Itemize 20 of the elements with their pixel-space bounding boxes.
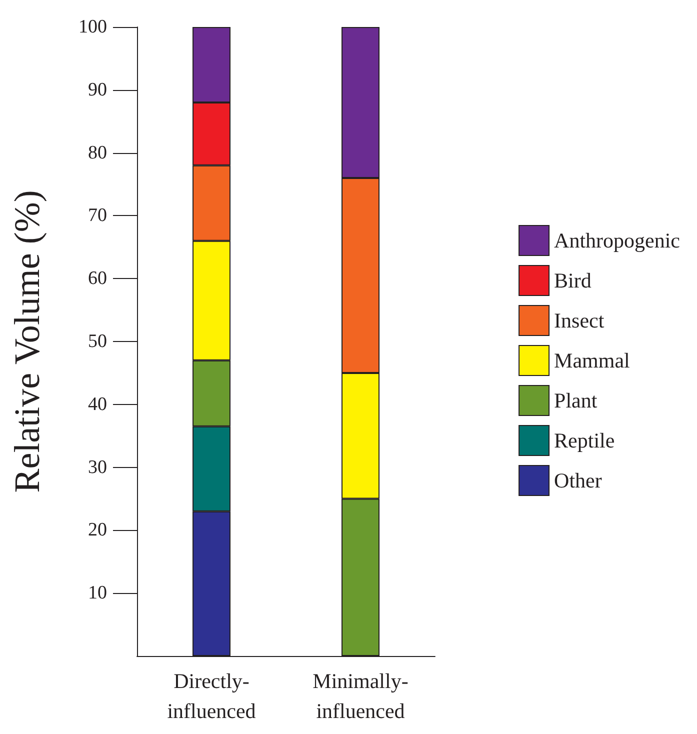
y-tick-label: 30 [88,456,107,478]
x-tick-label: Minimally-influenced [312,669,408,723]
y-tick-label: 70 [88,205,107,226]
y-axis-title: Relative Volume (%) [7,190,47,493]
legend-label: Reptile [554,428,615,452]
y-tick-label: 60 [88,268,107,290]
legend-label: Other [554,468,602,492]
y-tick-label: 20 [88,520,107,541]
legend-label: Plant [554,388,598,412]
legend-label: Bird [554,268,592,292]
y-tick-label: 80 [88,142,107,164]
y-tick-label: 90 [88,79,107,100]
y-tick-label: 50 [88,331,107,352]
x-tick-label: Directly-influenced [167,669,256,723]
legend-label: Insect [554,308,604,332]
y-tick-label: 100 [78,16,107,38]
y-tick-label: 40 [88,394,107,415]
legend-label: Anthropogenic [554,228,680,252]
legend-label: Mammal [554,348,630,372]
y-tick-label: 10 [88,582,107,604]
